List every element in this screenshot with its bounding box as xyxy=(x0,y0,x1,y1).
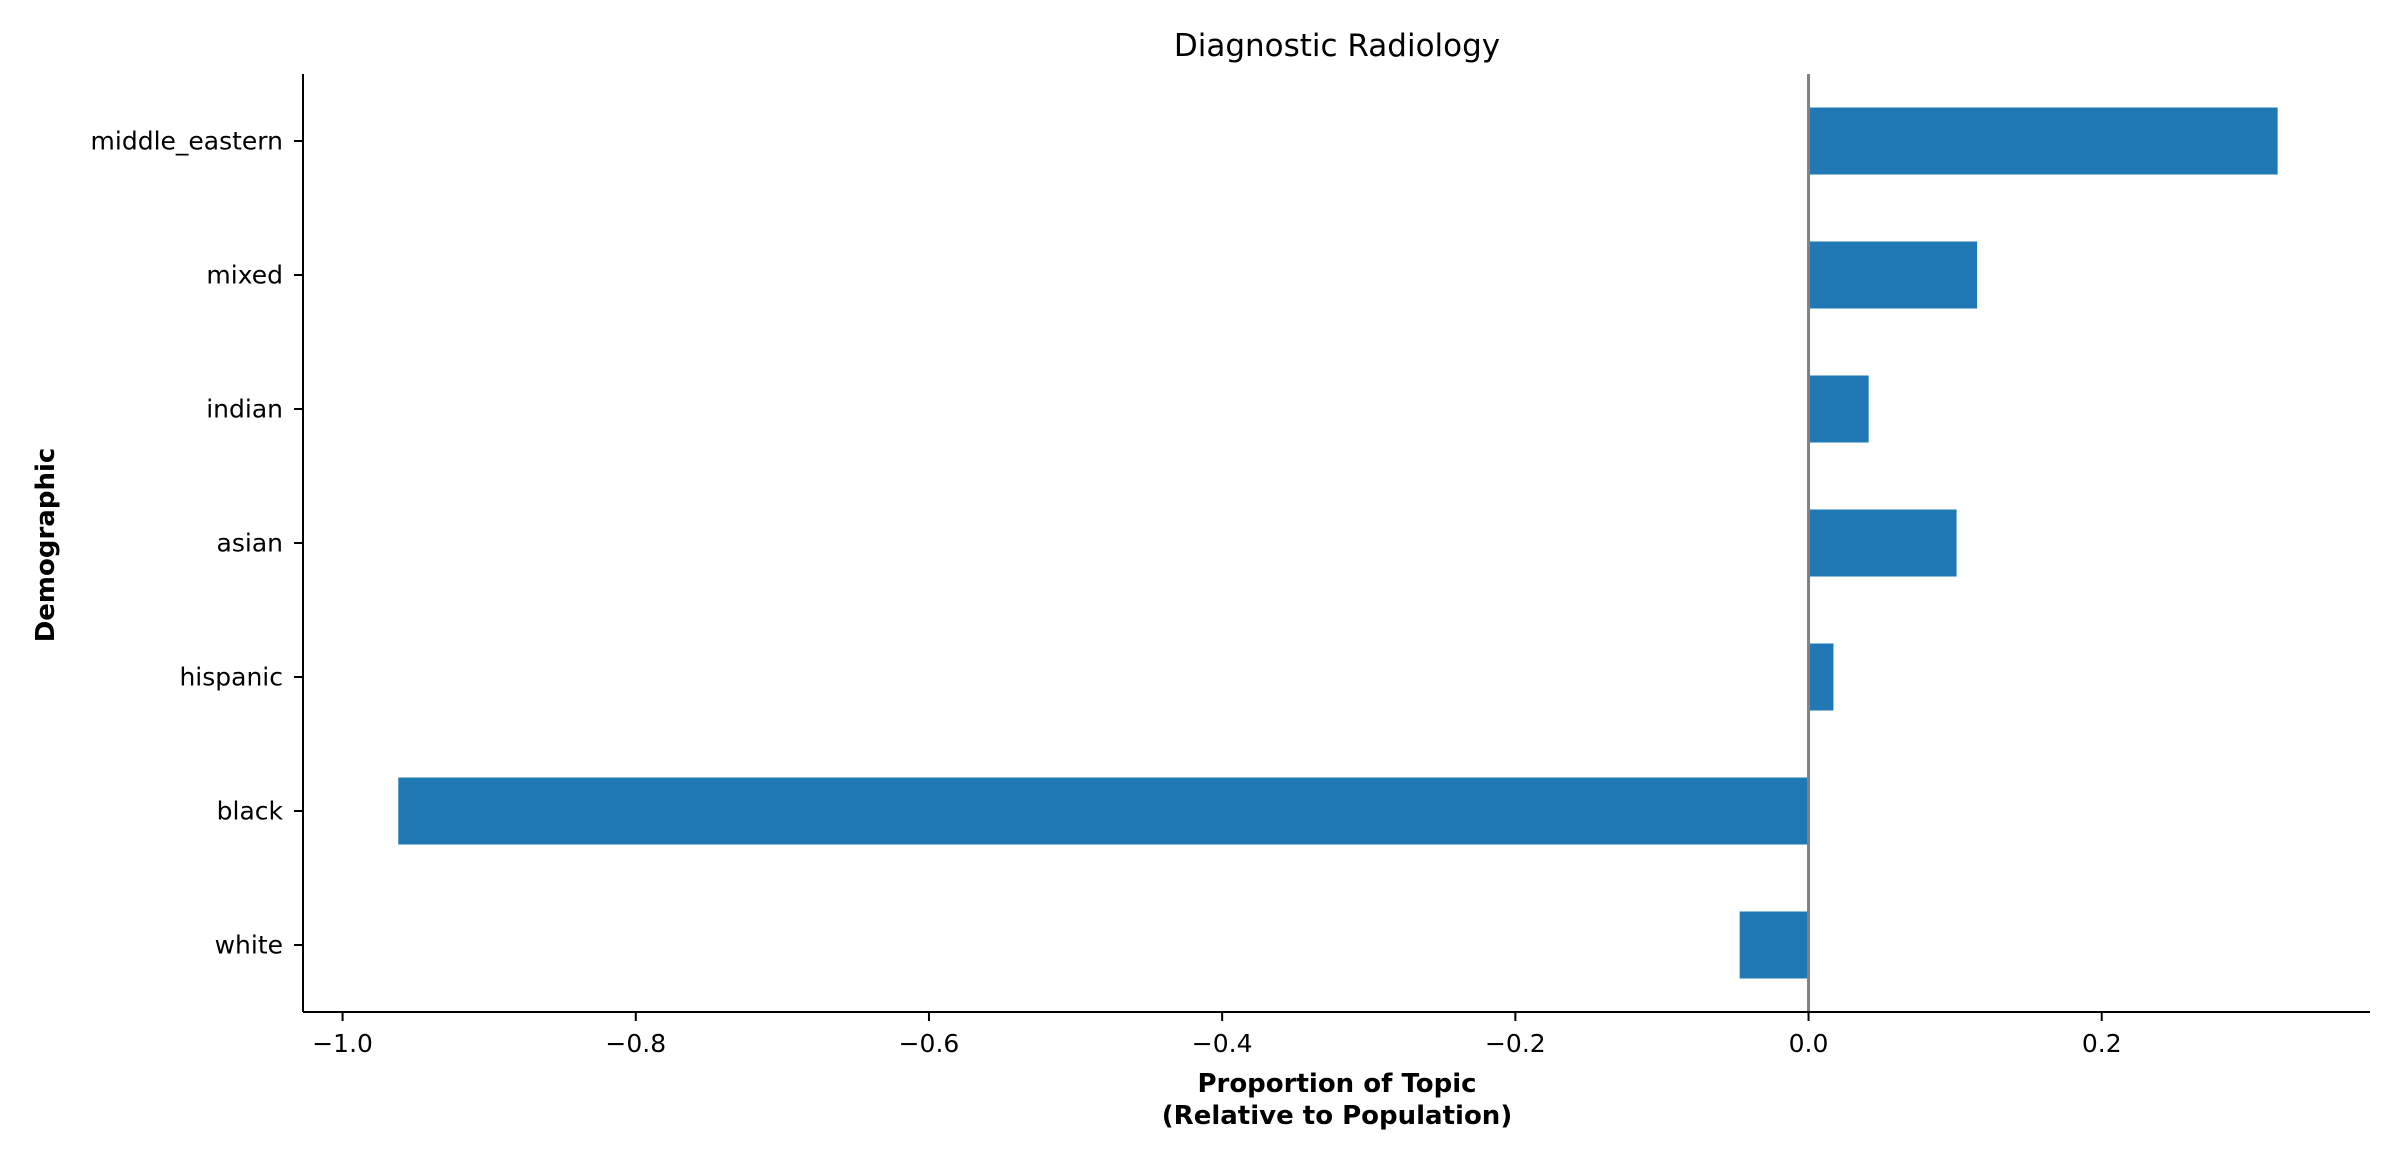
x-tick-label: −1.0 xyxy=(312,1029,373,1058)
y-tick-label-white: white xyxy=(215,931,283,960)
bars xyxy=(398,107,2278,979)
y-tick-label-middle_eastern: middle_eastern xyxy=(91,127,283,156)
bar-asian xyxy=(1808,509,1957,577)
y-tick-label-black: black xyxy=(217,797,284,826)
bar-mixed xyxy=(1808,241,1978,309)
y-tick-label-hispanic: hispanic xyxy=(179,663,283,692)
x-tick-label: −0.2 xyxy=(1485,1029,1546,1058)
bar-middle_eastern xyxy=(1808,107,2278,175)
bar-white xyxy=(1739,911,1809,979)
x-tick-label: −0.8 xyxy=(605,1029,666,1058)
y-tick-label-indian: indian xyxy=(206,395,283,424)
x-tick-label: −0.4 xyxy=(1192,1029,1253,1058)
x-axis-label-line-2: (Relative to Population) xyxy=(1162,1101,1512,1131)
y-axis-label: Demographic xyxy=(31,448,61,643)
chart-title: Diagnostic Radiology xyxy=(1174,28,1500,64)
bar-indian xyxy=(1808,375,1869,443)
x-axis-ticks: −1.0 −0.8 −0.6 −0.4 −0.2 0.0 0.2 xyxy=(312,1012,2122,1058)
bar-hispanic xyxy=(1808,643,1834,711)
x-tick-label: 0.2 xyxy=(2082,1029,2122,1058)
x-axis-label-line-1: Proportion of Topic xyxy=(1197,1069,1476,1099)
x-tick-label: −0.6 xyxy=(899,1029,960,1058)
y-tick-label-mixed: mixed xyxy=(206,261,283,290)
y-tick-label-asian: asian xyxy=(217,529,283,558)
bar-black xyxy=(398,777,1809,845)
x-tick-label: 0.0 xyxy=(1789,1029,1829,1058)
